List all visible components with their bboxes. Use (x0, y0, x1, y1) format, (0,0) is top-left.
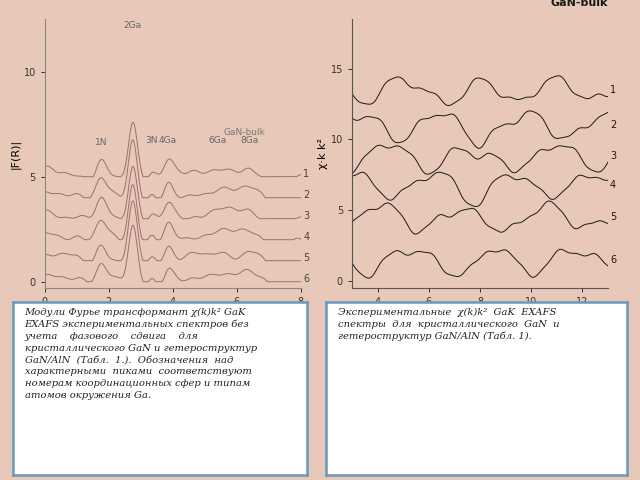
Text: 8Ga: 8Ga (241, 136, 259, 145)
X-axis label: k (A⁻¹): k (A⁻¹) (461, 310, 499, 320)
Text: 5: 5 (610, 212, 616, 222)
Text: 3: 3 (303, 211, 310, 220)
Text: Экспериментальные  χ(k)k²  GaK  EXAFS
спектры  для  кристаллического  GaN  и
гет: Экспериментальные χ(k)k² GaK EXAFS спект… (339, 308, 560, 341)
Text: GaN-bulk: GaN-bulk (224, 128, 266, 137)
Text: 1: 1 (303, 168, 310, 179)
Text: 3N: 3N (146, 136, 158, 145)
Y-axis label: χ·k k²: χ·k k² (318, 138, 328, 169)
Text: Модули Фурье трансформант χ(k)k² GaK
EXAFS экспериментальных спектров без
учета : Модули Фурье трансформант χ(k)k² GaK EXA… (24, 308, 257, 400)
Y-axis label: |F(R)|: |F(R)| (10, 139, 20, 168)
Text: 6: 6 (303, 274, 310, 284)
Text: 3: 3 (610, 151, 616, 161)
Text: 5: 5 (303, 252, 310, 263)
Text: 2: 2 (303, 190, 310, 200)
Text: 6: 6 (610, 255, 616, 264)
X-axis label: R (A): R (A) (159, 310, 187, 320)
Text: 2: 2 (610, 120, 616, 130)
Text: 1N: 1N (95, 138, 107, 147)
Text: 4: 4 (303, 231, 310, 241)
Text: 2Ga: 2Ga (124, 21, 142, 30)
Text: 1: 1 (610, 85, 616, 95)
Text: 4Ga: 4Ga (159, 136, 177, 145)
Text: 6Ga: 6Ga (209, 136, 227, 145)
Text: 4: 4 (610, 180, 616, 190)
Text: GaN-bulk: GaN-bulk (550, 0, 608, 9)
